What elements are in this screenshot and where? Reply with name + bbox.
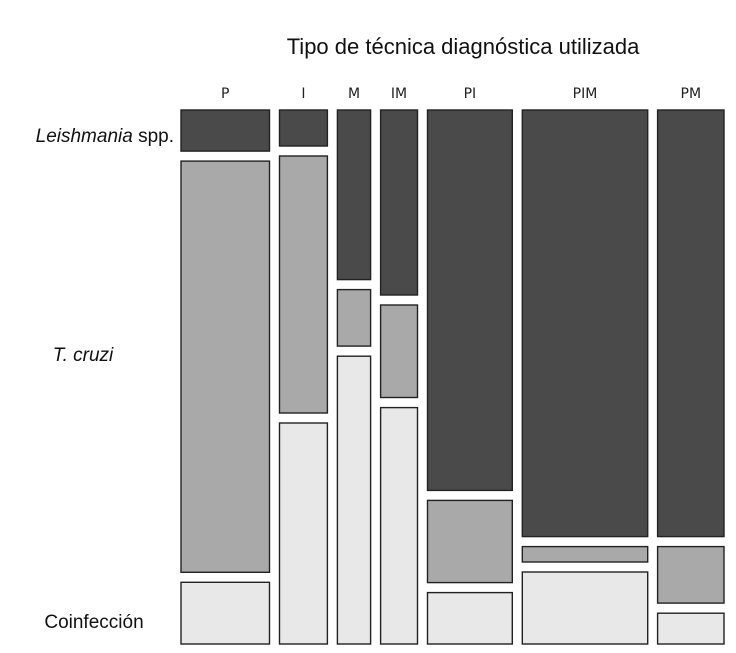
row-label-leishmania: Leishmania spp. [36, 126, 174, 147]
tile-im-tcruzi [379, 304, 419, 399]
tile-i-tcruzi [278, 155, 329, 414]
tile-im-leishmania [379, 109, 419, 296]
tile-pm-coinfeccion [656, 612, 725, 645]
tile-i-leishmania [278, 109, 329, 147]
mosaic-tiles [180, 109, 725, 645]
tile-m-leishmania [336, 109, 372, 281]
chart-title: Tipo de técnica diagnóstica utilizada [287, 34, 640, 59]
tile-im-coinfeccion [379, 406, 419, 645]
row-label-tcruzi: T. cruzi [53, 345, 114, 366]
tile-p-leishmania [180, 109, 271, 152]
column-label-p: P [221, 86, 229, 102]
column-labels: P I M IM PI PIM PM [221, 86, 701, 102]
tile-pi-tcruzi [426, 499, 514, 584]
tile-m-tcruzi [336, 288, 372, 347]
column-label-im: IM [391, 86, 407, 102]
tile-m-coinfeccion [336, 355, 372, 645]
column-label-m: M [348, 86, 360, 102]
tile-pm-tcruzi [656, 545, 725, 604]
tile-pi-coinfeccion [426, 591, 514, 645]
tile-pi-leishmania [426, 109, 514, 492]
tile-pm-leishmania [656, 109, 725, 538]
column-label-pi: PI [464, 86, 477, 102]
column-label-pim: PIM [573, 86, 598, 102]
tile-i-coinfeccion [278, 422, 329, 645]
tile-pim-tcruzi [521, 545, 649, 563]
tile-p-coinfeccion [180, 581, 271, 645]
tile-pim-coinfeccion [521, 571, 649, 645]
row-label-coinfeccion: Coinfección [44, 612, 143, 633]
column-label-i: I [301, 86, 305, 102]
tile-p-tcruzi [180, 160, 271, 574]
column-label-pm: PM [681, 86, 702, 102]
tile-pim-leishmania [521, 109, 649, 538]
